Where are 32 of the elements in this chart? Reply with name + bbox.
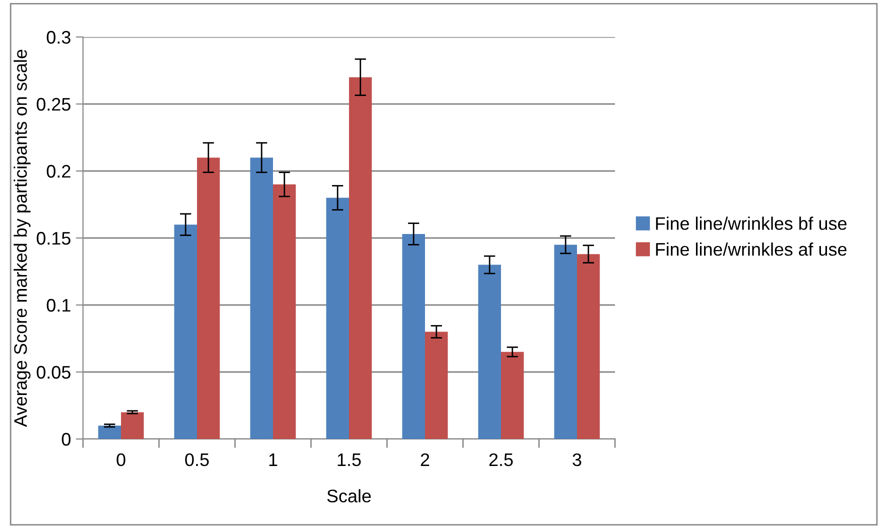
bar [577,254,600,439]
x-tick-label: 0 [116,453,126,466]
y-tick-label: 0 [62,432,70,446]
y-tick-label: 0.05 [36,366,70,379]
bar [554,244,577,439]
x-tick-label: 0.5 [185,453,209,466]
x-axis-title: Scale [327,489,371,502]
x-tick-label: 2 [420,453,430,466]
bar [425,332,448,439]
bar [326,198,349,439]
y-tick-label: 0.2 [46,164,70,178]
bar [501,352,524,439]
bar [121,412,144,439]
bar [197,158,220,439]
bar [349,77,372,439]
bar [402,234,425,439]
bar [250,158,273,439]
x-tick-label: 3 [572,453,582,466]
y-tick-label: 0.3 [46,30,70,44]
legend-label: Fine line/wrinkles bf use [656,216,846,230]
x-tick-label: 1 [269,454,278,466]
y-axis-title: Average Score marked by participants on scale [14,50,30,427]
y-tick-label: 0.25 [36,98,70,111]
bar [478,264,501,439]
bar [174,224,197,439]
x-tick-label: 2.5 [489,453,513,466]
y-tick-label: 0.1 [46,298,70,312]
legend-label: Fine line/wrinkles af use [656,242,846,256]
x-tick-label: 1.5 [338,454,361,466]
y-tick-label: 0.15 [36,232,70,245]
bar [273,184,296,439]
bar [98,426,121,439]
